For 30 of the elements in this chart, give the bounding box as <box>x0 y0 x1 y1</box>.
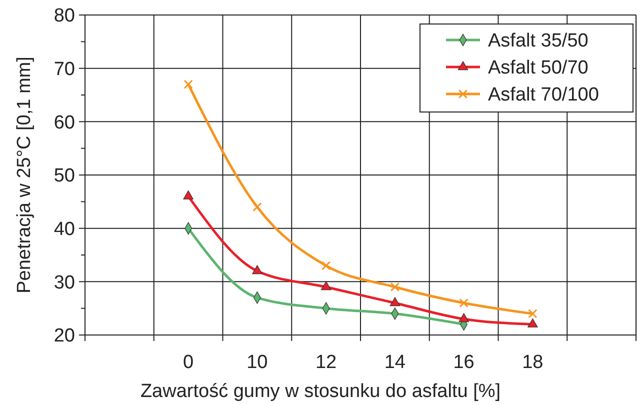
y-tick-label: 50 <box>54 166 75 187</box>
point <box>390 297 400 306</box>
y-tick-label: 20 <box>54 326 75 347</box>
point <box>183 190 194 200</box>
point <box>390 282 400 292</box>
x-axis-title: Zawartość gumy w stosunku do asfaltu [%] <box>140 381 501 402</box>
y-tick-label: 70 <box>54 58 75 80</box>
x-tick-label: 18 <box>522 352 544 373</box>
point <box>252 202 262 212</box>
y-tick-label: 60 <box>54 112 75 134</box>
x-tick-label: 14 <box>384 352 406 373</box>
x-tick-label: 12 <box>315 352 337 373</box>
legend-label: Asfalt 35/50 <box>488 30 588 52</box>
x-tick-label: 0 <box>183 352 194 373</box>
x-tick-label: 10 <box>246 352 268 373</box>
point <box>320 281 332 290</box>
point <box>528 318 538 328</box>
point <box>459 298 468 308</box>
point <box>252 265 262 274</box>
y-tick-label: 80 <box>54 6 75 27</box>
point <box>528 309 538 318</box>
x-tick-label: 16 <box>453 352 474 373</box>
legend-label: Asfalt 70/100 <box>488 84 599 106</box>
y-tick-label: 40 <box>54 218 75 240</box>
legend-label: Asfalt 50/70 <box>488 58 588 79</box>
y-tick-label: 30 <box>54 272 75 294</box>
point <box>458 313 469 322</box>
point <box>184 80 193 89</box>
point <box>321 261 331 270</box>
y-axis-title: Penetracja w 25°C [0,1 mm] <box>14 56 35 294</box>
